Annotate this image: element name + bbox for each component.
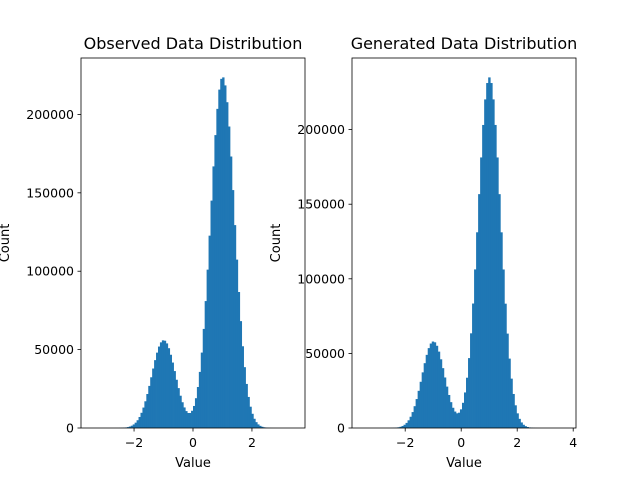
subplot-observed: −2 0 2 0 50000 100000 150000 200000 Observed D… bbox=[0, 34, 305, 471]
x-ticks-generated: −2 0 2 4 bbox=[396, 428, 577, 450]
y-tick-label: 100000 bbox=[297, 271, 345, 286]
histogram-bars-generated bbox=[385, 77, 541, 428]
y-tick-label: 0 bbox=[66, 421, 74, 436]
y-tick-label: 150000 bbox=[26, 185, 74, 200]
chart-title-generated: Generated Data Distribution bbox=[351, 34, 578, 53]
x-tick-label: −2 bbox=[125, 435, 143, 450]
plot-frame-generated bbox=[352, 58, 576, 428]
y-ticks-observed: 0 50000 100000 150000 200000 bbox=[26, 107, 81, 436]
x-ticks-observed: −2 0 2 bbox=[125, 428, 256, 450]
x-tick-label: 2 bbox=[248, 435, 256, 450]
subplot-generated: −2 0 2 4 0 50000 100000 150000 200000 Generated… bbox=[269, 34, 577, 471]
y-tick-label: 200000 bbox=[26, 107, 74, 122]
x-tick-label: 4 bbox=[569, 435, 577, 450]
y-axis-label-generated: Count bbox=[269, 224, 284, 263]
chart-title-observed: Observed Data Distribution bbox=[84, 34, 303, 53]
y-tick-label: 200000 bbox=[297, 122, 345, 137]
x-axis-label-generated: Value bbox=[446, 456, 482, 471]
x-tick-label: 2 bbox=[513, 435, 521, 450]
y-tick-label: 50000 bbox=[34, 342, 74, 357]
x-axis-label-observed: Value bbox=[175, 456, 211, 471]
y-tick-label: 150000 bbox=[297, 197, 345, 212]
histogram-bars-observed bbox=[113, 77, 277, 428]
y-tick-label: 100000 bbox=[26, 264, 74, 279]
x-tick-label: 0 bbox=[457, 435, 465, 450]
y-tick-label: 50000 bbox=[305, 346, 345, 361]
x-tick-label: 0 bbox=[189, 435, 197, 450]
y-tick-label: 0 bbox=[337, 421, 345, 436]
y-ticks-generated: 0 50000 100000 150000 200000 bbox=[297, 122, 352, 435]
y-axis-label-observed: Count bbox=[0, 224, 13, 263]
x-tick-label: −2 bbox=[396, 435, 414, 450]
